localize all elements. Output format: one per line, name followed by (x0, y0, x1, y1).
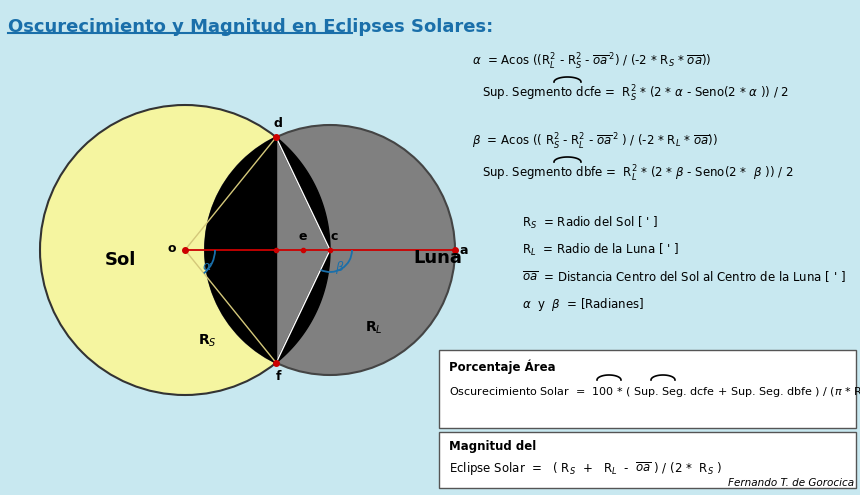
Text: R$_L$: R$_L$ (366, 320, 383, 337)
Text: o: o (168, 242, 176, 254)
Text: d: d (273, 117, 283, 130)
Circle shape (40, 105, 330, 395)
Text: Sol: Sol (104, 251, 136, 269)
Text: $\overline{oa}$  = Distancia Centro del Sol al Centro de la Luna [ ' ]: $\overline{oa}$ = Distancia Centro del S… (522, 269, 845, 284)
Text: f: f (275, 370, 281, 383)
Text: Sup. Segmento dcfe =  R$_S^2$ * (2 * $\alpha$ - Seno(2 * $\alpha$ )) / 2: Sup. Segmento dcfe = R$_S^2$ * (2 * $\al… (482, 84, 789, 104)
Polygon shape (205, 137, 330, 363)
Text: b: b (267, 230, 277, 243)
Text: R$_L$  = Radio de la Luna [ ' ]: R$_L$ = Radio de la Luna [ ' ] (522, 242, 679, 258)
Text: Oscurecimiento Solar  =  100 * ( Sup. Seg. dcfe + Sup. Seg. dbfe ) / ($\pi$ * R$: Oscurecimiento Solar = 100 * ( Sup. Seg.… (449, 382, 860, 401)
Circle shape (205, 125, 455, 375)
Text: $\alpha$  = Acos ((R$_L^2$ - R$_S^2$ - $\overline{oa}^{\,2}$) / (-2 * R$_S$ * $\: $\alpha$ = Acos ((R$_L^2$ - R$_S^2$ - $\… (472, 52, 711, 72)
Text: Fernando T. de Gorocica: Fernando T. de Gorocica (728, 478, 854, 488)
Text: Eclipse Solar  =   ( R$_S$  +   R$_L$  -  $\overline{oa}$ ) / (2 *  R$_S$ ): Eclipse Solar = ( R$_S$ + R$_L$ - $\over… (449, 460, 722, 477)
Text: $\beta$: $\beta$ (335, 259, 345, 277)
Text: Luna: Luna (414, 249, 463, 267)
FancyBboxPatch shape (439, 350, 856, 428)
Text: Magnitud del: Magnitud del (449, 440, 537, 453)
Text: $\beta$  = Acos (( R$_S^2$ - R$_L^2$ - $\overline{oa}^{\,2}$ ) / (-2 * R$_L$ * $: $\beta$ = Acos (( R$_S^2$ - R$_L^2$ - $\… (472, 132, 718, 152)
Text: $\alpha$: $\alpha$ (202, 259, 212, 273)
Text: Porcentaje Área: Porcentaje Área (449, 360, 556, 375)
Text: R$_S$  = Radio del Sol [ ' ]: R$_S$ = Radio del Sol [ ' ] (522, 215, 658, 231)
Text: Oscurecimiento y Magnitud en Eclipses Solares:: Oscurecimiento y Magnitud en Eclipses So… (8, 18, 494, 36)
Text: e: e (298, 230, 307, 243)
Text: c: c (330, 230, 338, 243)
FancyBboxPatch shape (439, 432, 856, 488)
Text: a: a (460, 244, 469, 256)
Text: Sup. Segmento dbfe =  R$_L^2$ * (2 * $\beta$ - Seno(2 *  $\beta$ )) / 2: Sup. Segmento dbfe = R$_L^2$ * (2 * $\be… (482, 164, 794, 184)
Text: R$_S$: R$_S$ (198, 333, 217, 349)
Text: $\alpha$  y  $\beta$  = [Radianes]: $\alpha$ y $\beta$ = [Radianes] (522, 296, 644, 313)
